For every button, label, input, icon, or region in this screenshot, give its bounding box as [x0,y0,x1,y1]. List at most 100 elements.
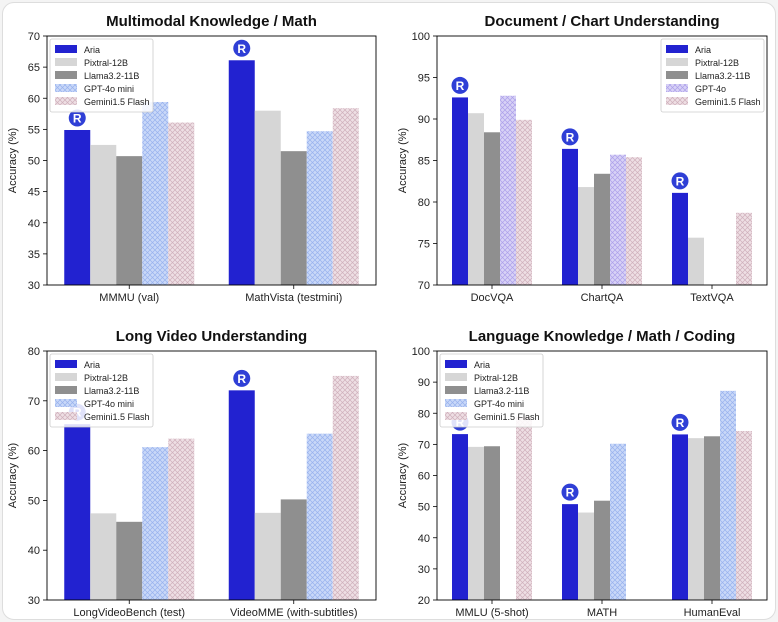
legend-box [49,353,154,428]
bar-llama3-2-11b-humaneval [704,436,720,600]
y-tick-label: 50 [418,502,430,514]
legend-swatch-gemini1-5-flash [445,412,467,420]
x-tick-label: TextVQA [690,292,734,304]
y-tick-label: 30 [28,595,40,607]
bar-gpt-4o-mini-mmmu-val [142,101,169,285]
legend: Aria Pixtral-12B Llama3.2-11B GPT-4o Gemini1… [660,38,765,113]
bar-llama3-2-11b-docvqa [484,132,500,285]
y-tick-label: 60 [28,446,40,458]
y-tick-label: 90 [418,114,430,126]
bar-pixtral-12b-humaneval [688,438,704,600]
legend-label-pixtral-12b: Pixtral-12B [695,58,739,68]
y-axis-label: Accuracy (%) [7,443,19,508]
x-tick-label: MATH [587,607,617,619]
legend-swatch-gpt-4o-mini [55,399,77,407]
legend-swatch-aria [55,45,77,53]
aria-logo-glyph: R [73,111,82,125]
legend-label-gpt-4o-mini: GPT-4o mini [474,399,524,409]
legend-label-gemini1-5-flash: Gemini1.5 Flash [695,97,761,107]
y-tick-label: 50 [28,156,40,168]
legend-label-aria: Aria [695,45,711,55]
aria-logo-glyph: R [566,486,575,500]
y-tick-label: 40 [418,533,430,545]
chart-title: Document / Chart Understanding [484,13,719,30]
y-axis-label: Accuracy (%) [397,128,409,193]
legend-swatch-pixtral-12b [55,58,77,66]
y-tick-label: 65 [28,62,40,74]
y-tick-label: 70 [28,396,40,408]
legend-box [49,38,154,113]
y-tick-label: 75 [418,239,430,251]
legend-label-llama3-2-11b: Llama3.2-11B [84,386,139,396]
y-tick-label: 70 [418,439,430,451]
chart-title: Long Video Understanding [116,328,307,345]
y-axis-label: Accuracy (%) [397,443,409,508]
bar-aria-longvideobench-test [64,424,91,600]
y-tick-label: 70 [28,31,40,43]
y-tick-label: 70 [418,280,430,292]
aria-logo-badge [671,172,689,190]
legend-swatch-gemini1-5-flash [55,97,77,105]
y-tick-label: 60 [418,471,430,483]
chart-panel-4: Language Knowledge / Math / Coding Accura… [397,328,768,619]
bar-pixtral-12b-chartqa [578,187,594,285]
bar-aria-chartqa [562,148,578,285]
x-tick-label: DocVQA [471,292,514,304]
legend-swatch-pixtral-12b [445,373,467,381]
x-tick-label: VideoMME (with-subtitles) [230,607,358,619]
aria-logo-glyph: R [237,42,246,56]
bar-gemini1-5-flash-longvideobench-test [168,438,195,600]
legend-label-aria: Aria [84,360,100,370]
chart-panel-3: Long Video Understanding Accuracy (%) 30 40… [7,328,377,619]
legend: Aria Pixtral-12B Llama3.2-11B GPT-4o mini Ge… [49,38,154,113]
y-tick-label: 45 [28,187,40,199]
bar-gemini1-5-flash-docvqa [516,119,532,285]
legend-swatch-gpt-4o-mini [445,399,467,407]
aria-logo-glyph: R [676,416,685,430]
bar-gpt-4o-mini-mathvista-testmini [306,131,333,285]
bar-pixtral-12b-math [578,512,594,600]
bar-llama3-2-11b-videomme-with-subtitles [280,499,307,600]
y-tick-label: 80 [418,408,430,420]
bar-gpt-4o-mini-math [610,443,626,600]
y-tick-label: 40 [28,545,40,557]
legend-swatch-llama3-2-11b [445,386,467,394]
aria-logo-badge [233,369,251,387]
bar-gemini1-5-flash-mathvista-testmini [332,108,359,286]
aria-logo-badge [671,413,689,431]
legend-swatch-aria [55,360,77,368]
bar-llama3-2-11b-mathvista-testmini [280,151,307,285]
bar-gpt-4o-mini-humaneval [720,390,736,600]
legend-label-gemini1-5-flash: Gemini1.5 Flash [474,412,540,422]
y-tick-label: 85 [418,156,430,168]
bar-gpt-4o-mini-longvideobench-test [142,447,169,600]
aria-logo-badge [561,128,579,146]
bar-llama3-2-11b-mmmu-val [116,156,143,285]
y-tick-label: 30 [28,280,40,292]
legend-label-aria: Aria [84,45,100,55]
legend-label-gpt-4o-mini: GPT-4o mini [84,84,134,94]
bar-aria-math [562,504,578,600]
bar-aria-mathvista-testmini [228,60,255,286]
aria-logo-glyph: R [676,174,685,188]
legend: Aria Pixtral-12B Llama3.2-11B GPT-4o mini Ge… [439,353,544,428]
bar-pixtral-12b-docvqa [468,113,484,285]
bar-aria-humaneval [672,434,688,600]
bar-gemini1-5-flash-mmlu-5-shot [516,416,532,600]
bar-aria-mmlu-5-shot [452,434,468,600]
plot-area-frame [46,35,377,286]
legend-label-llama3-2-11b: Llama3.2-11B [474,386,529,396]
legend-label-llama3-2-11b: Llama3.2-11B [695,71,750,81]
bar-gpt-4o-docvqa [500,95,516,285]
plot-area-frame [46,350,377,601]
legend-swatch-llama3-2-11b [55,71,77,79]
x-tick-label: MathVista (testmini) [245,292,342,304]
aria-logo-glyph: R [237,372,246,386]
bar-pixtral-12b-longvideobench-test [90,513,117,600]
chart-panel-1: Multimodal Knowledge / Math Accuracy (%) 3… [7,13,377,304]
aria-logo-glyph: R [456,79,465,93]
y-tick-label: 80 [418,197,430,209]
bar-llama3-2-11b-chartqa [594,173,610,285]
bar-aria-textvqa [672,192,688,285]
